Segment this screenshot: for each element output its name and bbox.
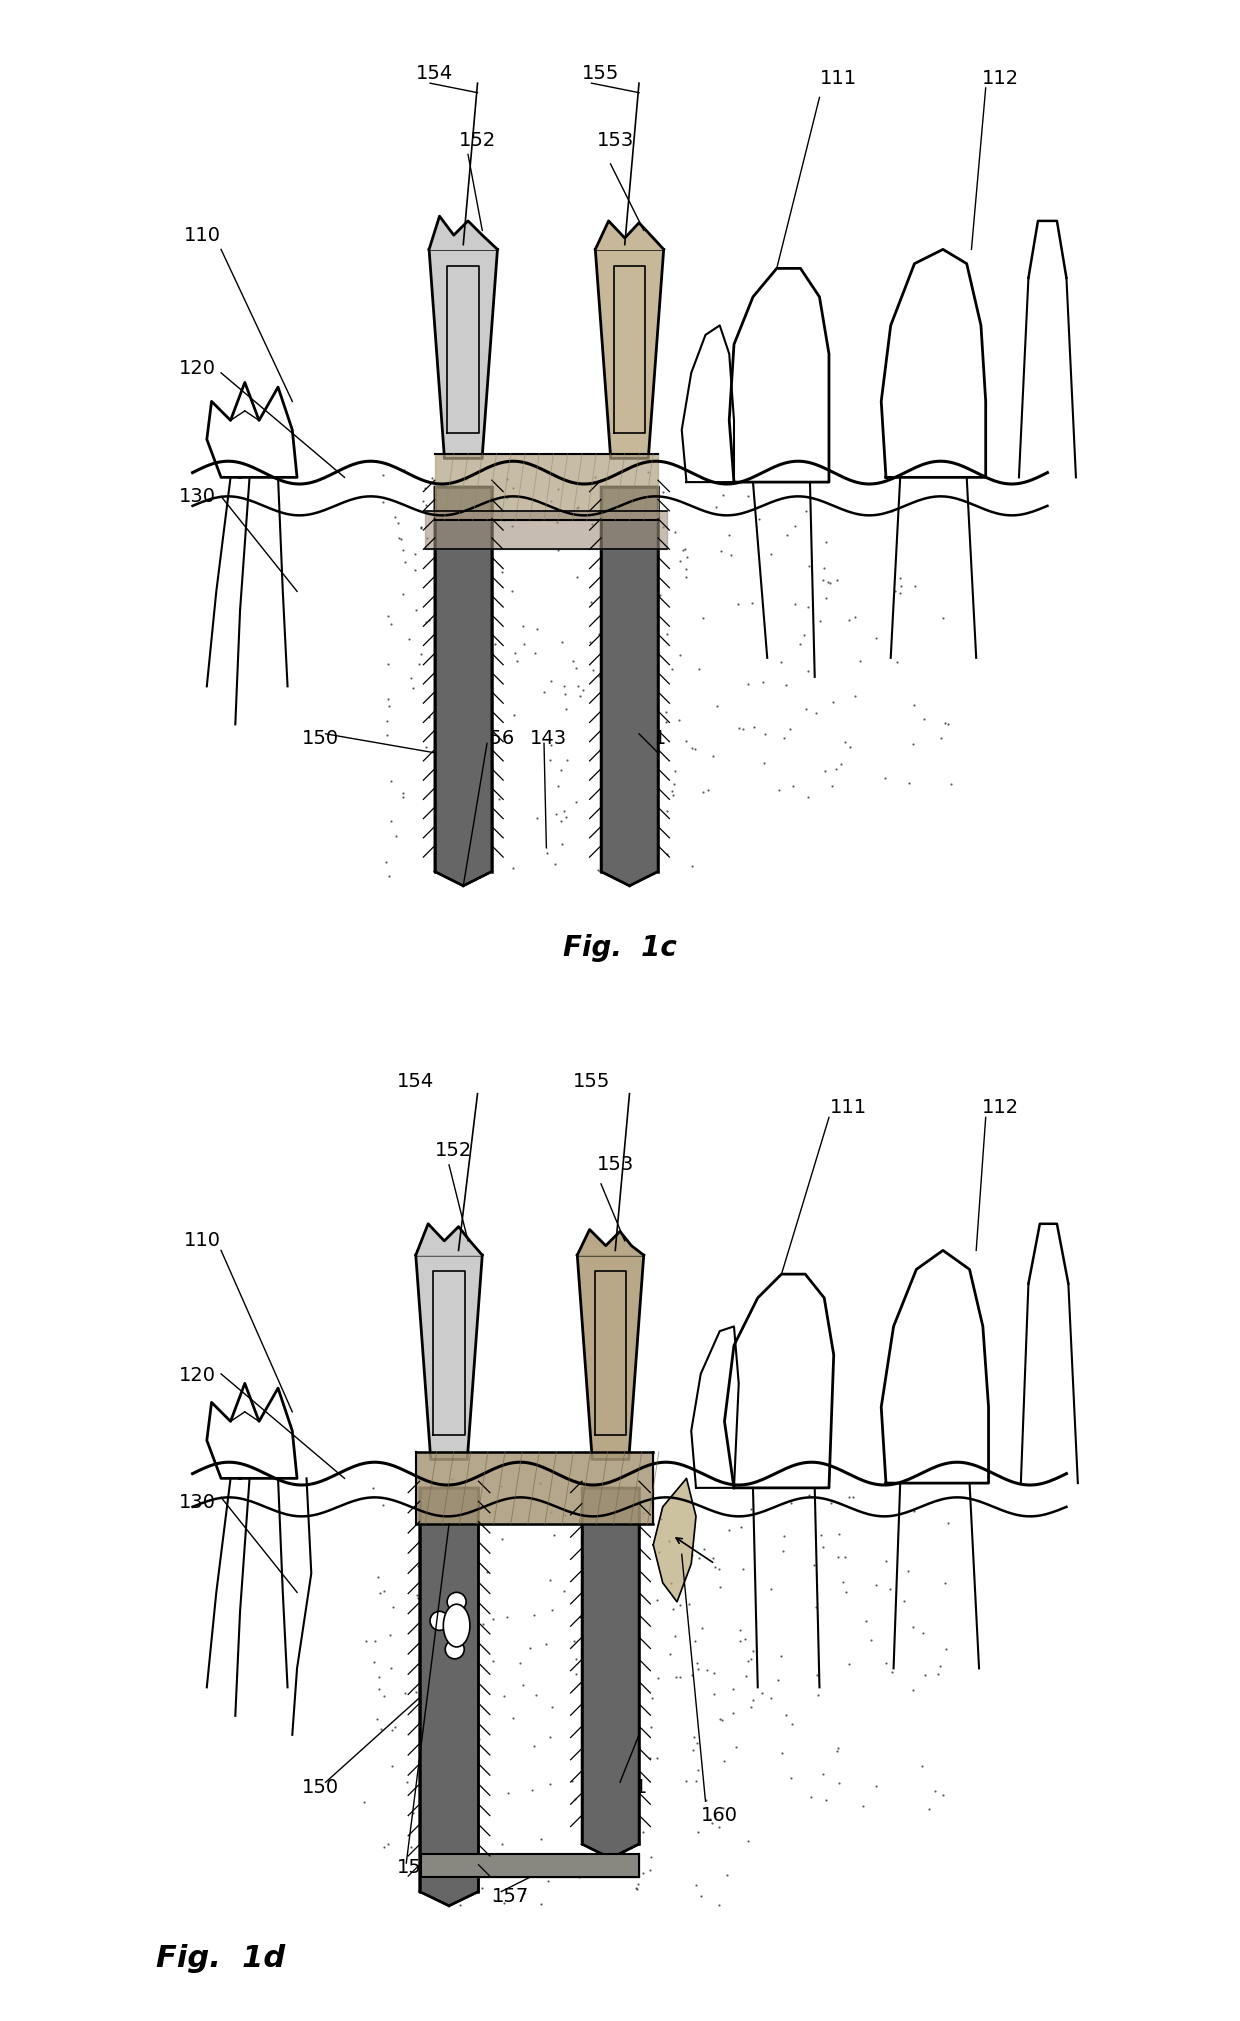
- Circle shape: [430, 1611, 449, 1631]
- Text: 110: 110: [184, 226, 221, 245]
- Text: 111: 111: [820, 69, 857, 89]
- Text: 110: 110: [184, 1231, 221, 1251]
- Text: 158: 158: [397, 1857, 434, 1878]
- Polygon shape: [578, 1229, 644, 1255]
- Polygon shape: [415, 1225, 482, 1255]
- Polygon shape: [435, 453, 658, 519]
- Text: 156: 156: [477, 730, 515, 748]
- Polygon shape: [582, 1487, 639, 1859]
- Text: 130: 130: [179, 1494, 216, 1512]
- Polygon shape: [415, 1451, 653, 1524]
- Text: 112: 112: [981, 1097, 1018, 1118]
- Polygon shape: [691, 1326, 739, 1487]
- Polygon shape: [435, 487, 492, 885]
- Text: 153: 153: [596, 1156, 634, 1174]
- Text: 143: 143: [531, 730, 568, 748]
- Polygon shape: [429, 249, 497, 459]
- Text: 112: 112: [981, 69, 1018, 89]
- Text: 153: 153: [596, 131, 634, 150]
- Circle shape: [445, 1639, 464, 1659]
- Text: 152: 152: [459, 131, 496, 150]
- Polygon shape: [420, 1853, 639, 1878]
- Polygon shape: [419, 1487, 479, 1906]
- Polygon shape: [595, 249, 663, 459]
- Polygon shape: [595, 220, 663, 249]
- Text: Fig.  1d: Fig. 1d: [156, 1944, 285, 1972]
- Polygon shape: [653, 1479, 696, 1603]
- Text: 111: 111: [830, 1097, 867, 1118]
- Text: 120: 120: [179, 1366, 216, 1384]
- Polygon shape: [425, 511, 667, 548]
- Text: 151: 151: [630, 730, 667, 748]
- Polygon shape: [882, 1251, 988, 1483]
- Text: 150: 150: [303, 1778, 340, 1797]
- Polygon shape: [415, 1255, 482, 1459]
- Text: 160: 160: [702, 1807, 738, 1825]
- Text: 157: 157: [492, 1888, 529, 1906]
- Text: 150: 150: [303, 730, 340, 748]
- Polygon shape: [429, 216, 497, 249]
- Text: 151: 151: [611, 1778, 649, 1797]
- Polygon shape: [601, 487, 658, 885]
- Text: 130: 130: [179, 487, 216, 505]
- Text: 154: 154: [397, 1071, 434, 1091]
- Circle shape: [448, 1593, 466, 1611]
- Text: 155: 155: [573, 1071, 610, 1091]
- Polygon shape: [207, 382, 298, 477]
- Text: 120: 120: [179, 358, 216, 378]
- Polygon shape: [207, 1382, 298, 1479]
- Text: 155: 155: [583, 65, 620, 83]
- Polygon shape: [882, 249, 986, 477]
- Ellipse shape: [444, 1605, 470, 1647]
- Text: Fig.  1c: Fig. 1c: [563, 934, 677, 962]
- Polygon shape: [729, 269, 830, 483]
- Text: 154: 154: [417, 65, 454, 83]
- Polygon shape: [724, 1273, 833, 1487]
- Polygon shape: [682, 325, 734, 483]
- Text: 152: 152: [435, 1142, 472, 1160]
- Polygon shape: [578, 1255, 644, 1459]
